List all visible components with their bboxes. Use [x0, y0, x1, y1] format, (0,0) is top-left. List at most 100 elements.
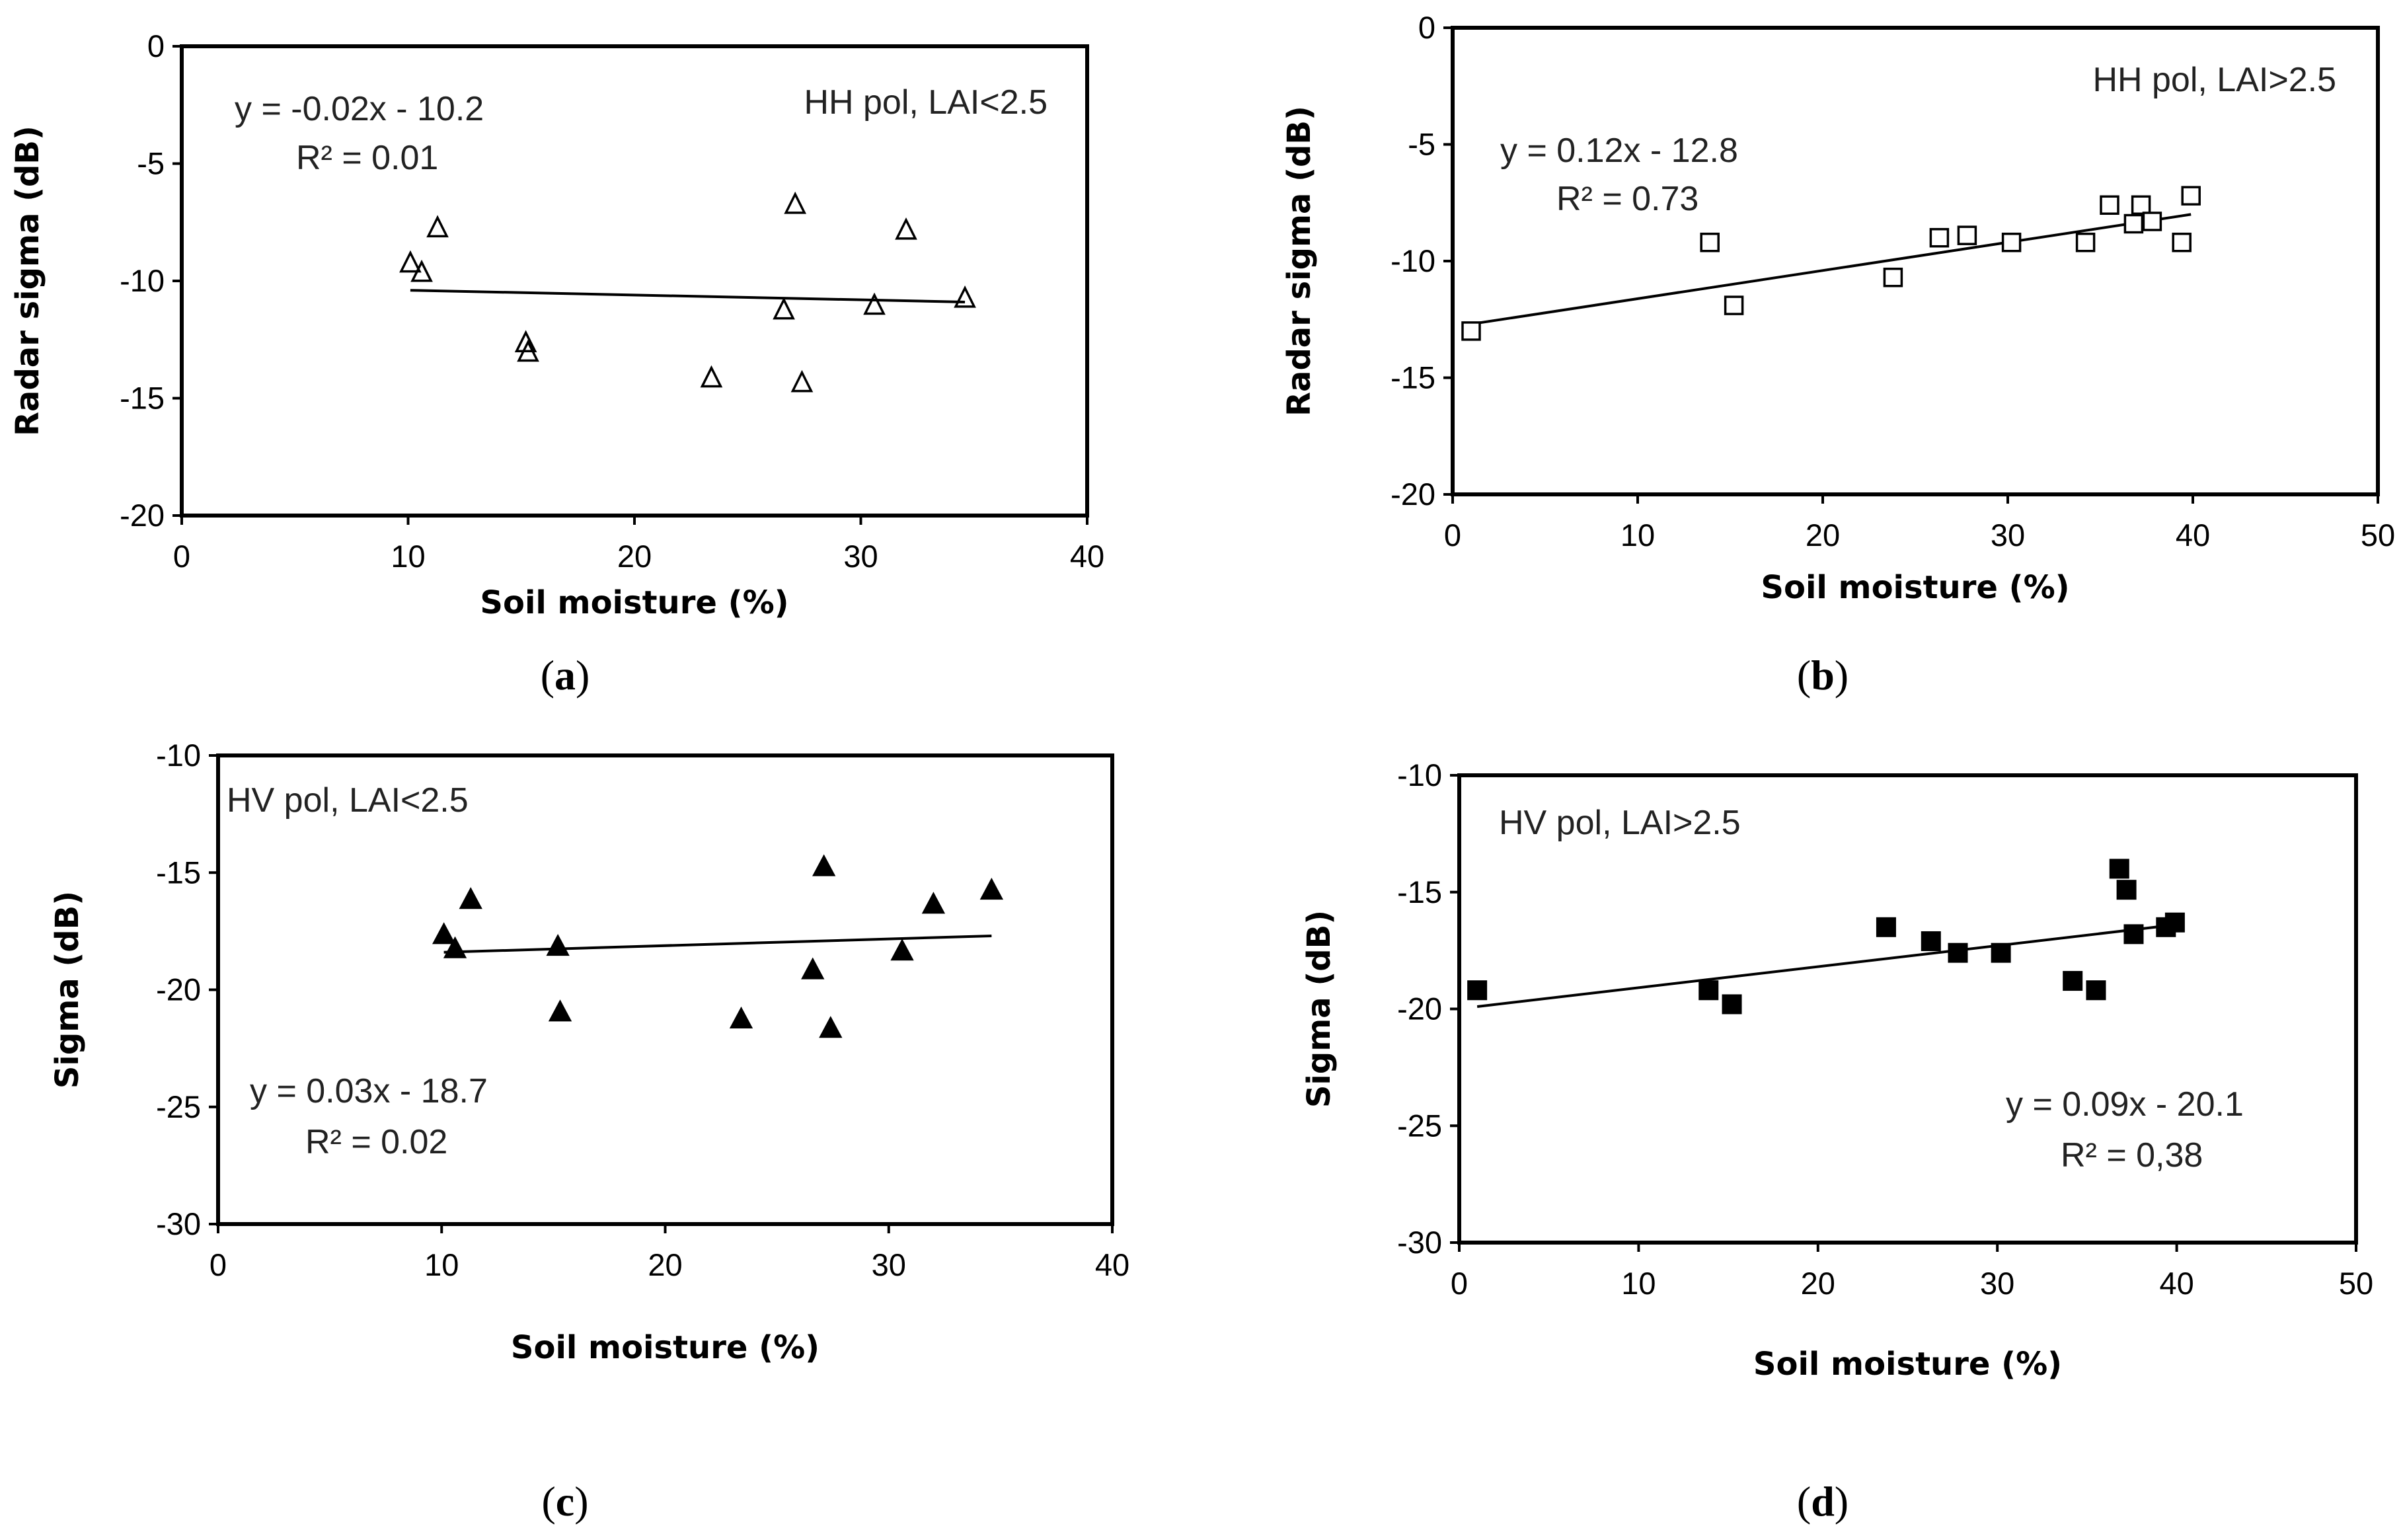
- data-point: [443, 936, 467, 958]
- panel-tag-open: (: [1797, 652, 1811, 699]
- panel-tag: (a): [541, 652, 590, 699]
- y-tick-label: -10: [156, 738, 201, 773]
- data-point: [514, 330, 537, 353]
- data-point: [812, 854, 836, 876]
- x-axis-title: Soil moisture (%): [1753, 1346, 2062, 1383]
- x-tick-label: 20: [648, 1247, 682, 1282]
- trendline: [443, 934, 992, 954]
- x-tick-label: 0: [173, 539, 190, 574]
- data-point: [1929, 227, 1950, 248]
- data-point: [2063, 971, 2083, 991]
- y-tick-label: -15: [1397, 874, 1442, 909]
- data-point: [790, 369, 814, 393]
- x-tick-label: 10: [424, 1247, 459, 1282]
- panel-tag: (b): [1797, 652, 1849, 699]
- data-point: [517, 339, 539, 362]
- y-tick-label: -25: [156, 1089, 201, 1124]
- panel-title: HV pol, LAI<2.5: [227, 781, 469, 820]
- data-point: [1467, 980, 1488, 1001]
- x-tick-label: 40: [2159, 1266, 2193, 1301]
- data-point: [1957, 225, 1977, 245]
- y-tick-label: -25: [1397, 1108, 1442, 1143]
- y-tick-label: -20: [1397, 991, 1442, 1026]
- x-tick-label: 40: [2176, 518, 2210, 553]
- data-point: [1948, 943, 1968, 963]
- data-point: [921, 892, 946, 914]
- y-axis-title: Sigma (dB): [49, 891, 86, 1089]
- data-point: [1724, 295, 1744, 315]
- y-axis-title: Sigma (dB): [1301, 910, 1338, 1108]
- data-point: [2001, 233, 2022, 252]
- panel-tag-letter: a: [554, 652, 576, 699]
- regression-equation: y = 0.09x - 20.1: [2006, 1085, 2244, 1124]
- x-tick-label: 40: [1095, 1247, 1129, 1282]
- x-tick-label: 30: [872, 1247, 906, 1282]
- x-tick-label: 40: [1070, 539, 1104, 574]
- chart-panel-a: -20 -15 -10 -5 0 0 10 20 30 40 Soil moisture (%) Ra…: [9, 28, 1104, 699]
- x-tick-label: 20: [1806, 518, 1840, 553]
- data-point: [1876, 917, 1896, 937]
- x-axis-title: Soil moisture (%): [511, 1329, 820, 1366]
- data-point: [1461, 321, 1481, 341]
- chart-panel-b: -20 -15 -10 -5 0 0 10 20 30 40 50 Soil moisture (%)…: [1281, 10, 2395, 699]
- r-squared-label: R² = 0,38: [2061, 1136, 2203, 1174]
- data-point: [2123, 213, 2144, 234]
- y-tick-label: -30: [156, 1206, 201, 1241]
- x-tick-label: 0: [210, 1247, 227, 1282]
- data-point: [819, 1016, 843, 1038]
- data-point: [895, 217, 917, 240]
- x-tick-label: 0: [1444, 518, 1461, 553]
- regression-equation: y = -0.02x - 10.2: [235, 90, 484, 128]
- data-point: [2075, 233, 2096, 252]
- panel-tag-close: ): [1835, 652, 1849, 699]
- panel-tag-letter: c: [556, 1478, 574, 1525]
- plot-frame: [1457, 773, 2358, 1245]
- y-tick-label: -5: [1408, 127, 1435, 162]
- data-point: [1722, 994, 1742, 1015]
- data-point: [979, 877, 1004, 900]
- trendline: [1476, 923, 2176, 1008]
- y-axis-title: Radar sigma (dB): [9, 126, 46, 436]
- panel-tag-close: ): [1835, 1478, 1849, 1525]
- panel-tag-letter: b: [1811, 652, 1835, 699]
- x-tick-label: 10: [1621, 1266, 1656, 1301]
- x-tick-label: 10: [391, 539, 425, 574]
- trendline: [1470, 213, 2192, 326]
- panel-tag: (d): [1797, 1478, 1849, 1525]
- x-tick-label: 20: [617, 539, 652, 574]
- data-point: [863, 292, 886, 315]
- data-point: [1921, 931, 1941, 951]
- y-axis-title: Radar sigma (dB): [1281, 106, 1318, 416]
- data-point: [459, 887, 482, 909]
- regression-equation: y = 0.03x - 18.7: [250, 1072, 488, 1110]
- data-point: [1991, 943, 2011, 963]
- panel-title: HH pol, LAI<2.5: [804, 83, 1048, 122]
- y-tick-label: -30: [1397, 1225, 1442, 1260]
- r-squared-label: R² = 0.01: [296, 139, 438, 177]
- y-tick-label: -20: [156, 972, 201, 1007]
- data-point: [546, 934, 570, 956]
- x-tick-label: 0: [1451, 1266, 1468, 1301]
- panel-title: HV pol, LAI>2.5: [1499, 804, 1741, 842]
- data-point: [784, 191, 807, 214]
- x-tick-label: 30: [843, 539, 878, 574]
- data-point: [729, 1006, 753, 1029]
- data-point: [700, 365, 723, 388]
- y-tick-label: -10: [120, 263, 165, 298]
- data-point: [2172, 233, 2192, 252]
- x-tick-label: 30: [1991, 518, 2025, 553]
- panel-tag-open: (: [541, 652, 554, 699]
- data-point: [2109, 859, 2129, 879]
- data-point: [1698, 980, 1719, 1001]
- data-point: [2181, 186, 2201, 206]
- data-point: [399, 250, 422, 273]
- data-point: [2116, 880, 2137, 900]
- x-tick-label: 10: [1621, 518, 1655, 553]
- y-tick-label: 0: [147, 28, 165, 63]
- x-axis-title: Soil moisture (%): [480, 584, 788, 621]
- x-tick-label: 30: [1980, 1266, 2014, 1301]
- data-point: [2100, 195, 2119, 215]
- y-tick-label: -20: [120, 498, 165, 533]
- panel-tag-open: (: [1797, 1478, 1811, 1525]
